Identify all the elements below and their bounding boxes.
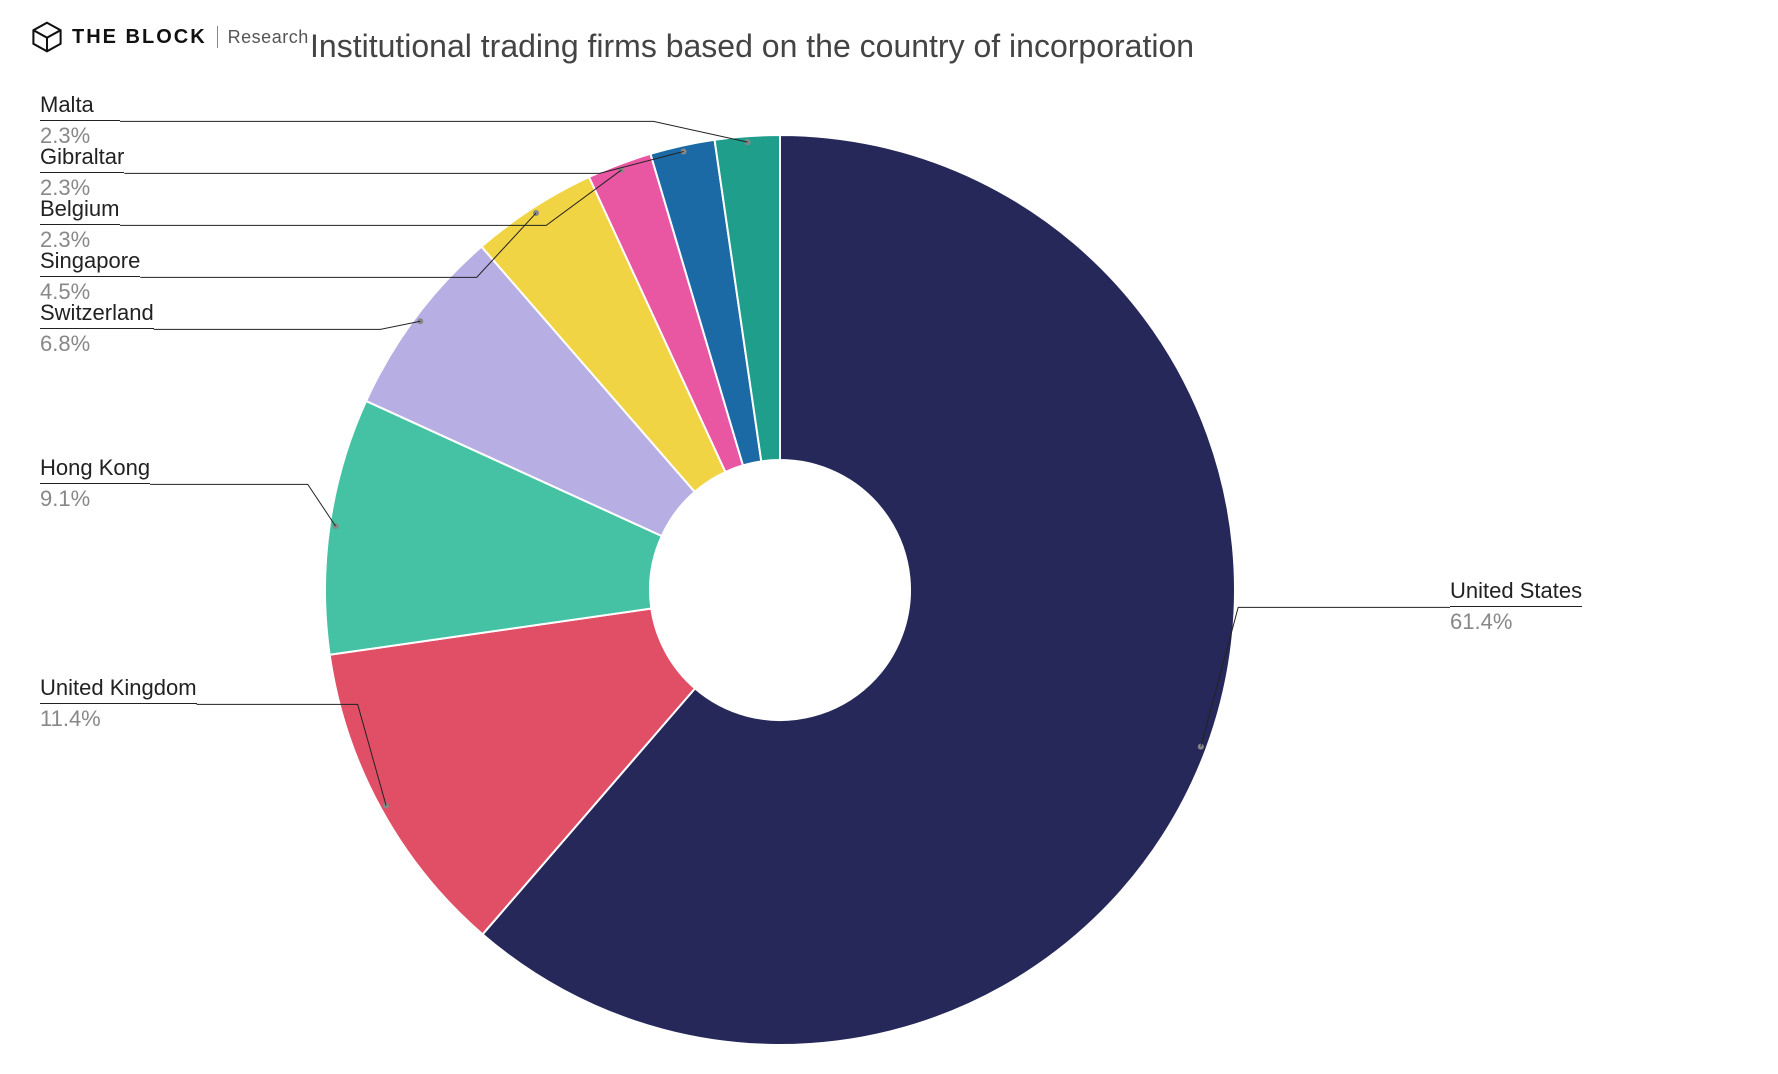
leader-line [1201, 607, 1450, 746]
slice-label-name: United States [1450, 578, 1582, 607]
pie-chart [0, 0, 1778, 1074]
slice-label: Singapore4.5% [40, 248, 140, 306]
slice-label: Gibraltar2.3% [40, 144, 124, 202]
slice-label-pct: 4.5% [40, 279, 140, 305]
slice-label-name: Malta [40, 92, 120, 121]
slice-label-pct: 2.3% [40, 123, 120, 149]
slice-label-pct: 2.3% [40, 175, 124, 201]
slice-label: Hong Kong9.1% [40, 455, 150, 513]
slice-label-pct: 2.3% [40, 227, 120, 253]
leader-line [154, 321, 421, 329]
slice-label-pct: 6.8% [40, 331, 154, 357]
slice-label: United States61.4% [1450, 578, 1582, 636]
leader-line [124, 151, 683, 173]
leader-line [150, 484, 335, 526]
slice-label: Malta2.3% [40, 92, 120, 150]
slice-label-pct: 9.1% [40, 486, 150, 512]
leader-line [120, 121, 748, 142]
slice-label-pct: 11.4% [40, 706, 197, 732]
slice-label: United Kingdom11.4% [40, 675, 197, 733]
slice-label: Belgium2.3% [40, 196, 120, 254]
slice-label-name: United Kingdom [40, 675, 197, 704]
slice-label-name: Hong Kong [40, 455, 150, 484]
pie-chart-svg [0, 0, 1778, 1074]
slice-label: Switzerland6.8% [40, 300, 154, 358]
slice-label-pct: 61.4% [1450, 609, 1582, 635]
